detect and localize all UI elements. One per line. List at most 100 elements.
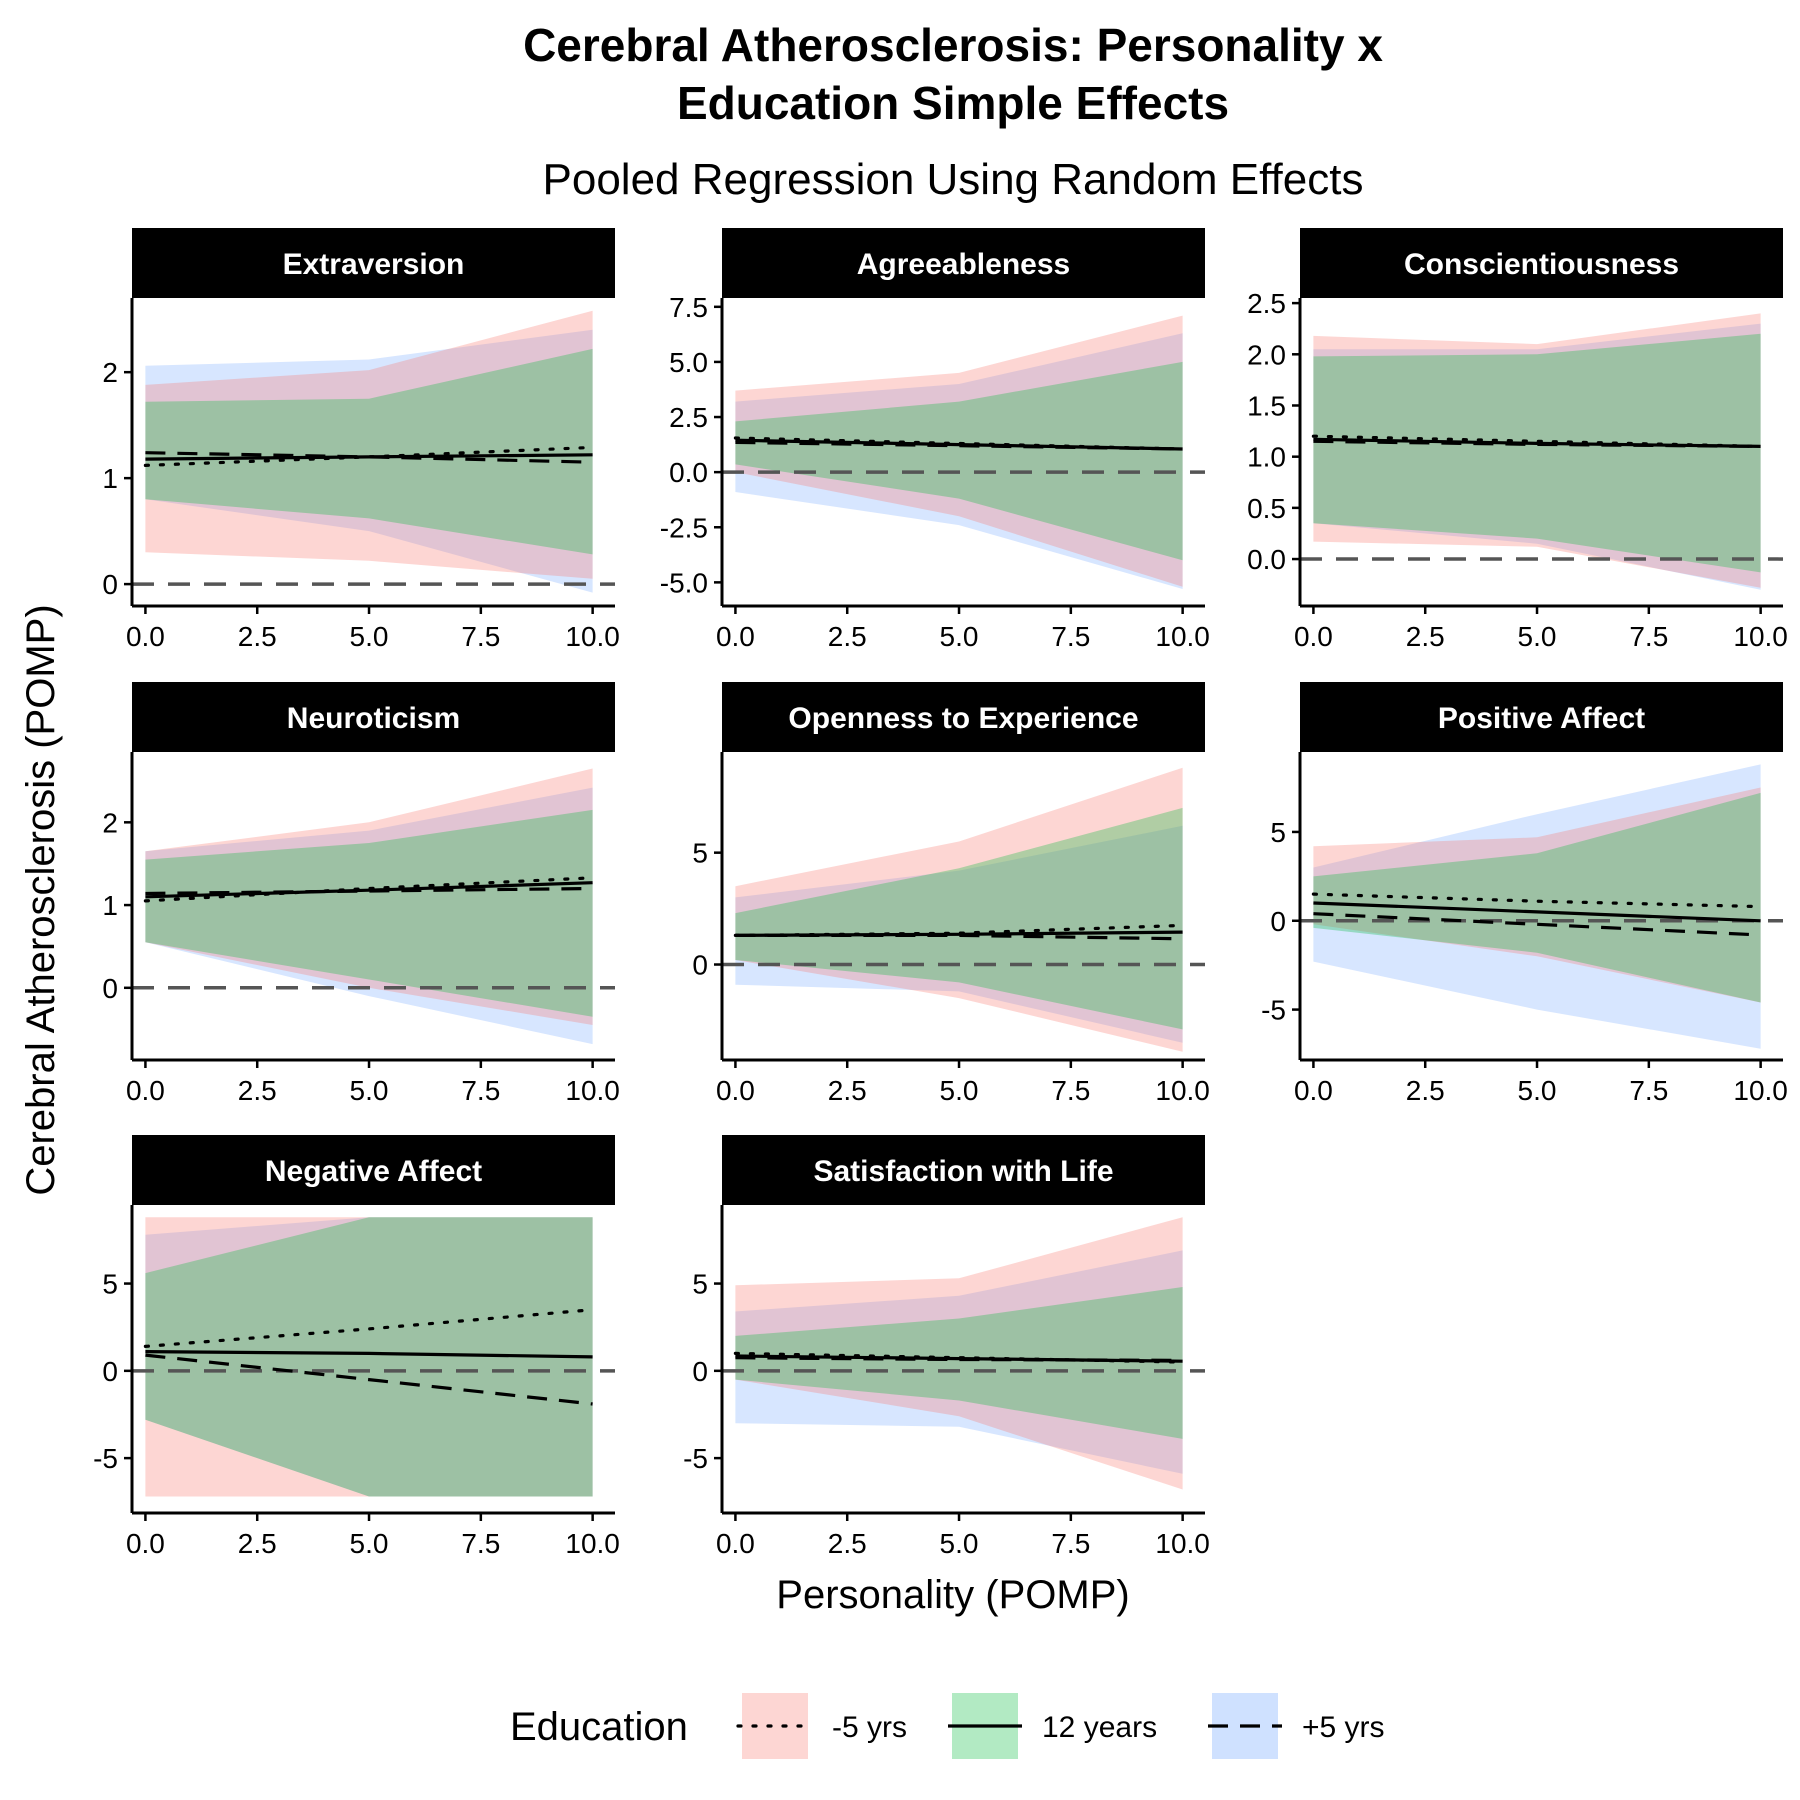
plot-area-neuroticism (132, 768, 615, 1045)
y-tick-label-agreeableness: 0.0 (669, 457, 708, 488)
y-tick-label-positive-affect: 5 (1270, 817, 1286, 848)
strip-label-extraversion: Extraversion (283, 248, 465, 281)
strip-label-neuroticism: Neuroticism (287, 702, 460, 735)
x-tick-label-positive-affect: 10.0 (1733, 1075, 1788, 1106)
strip-label-conscientiousness: Conscientiousness (1404, 248, 1679, 281)
ribbon-neuroticism-5-yrs (145, 768, 593, 1025)
legend: Education -5 yrs 12 years +5 yrs (510, 1693, 1385, 1759)
line-conscientiousness-12-years (1313, 437, 1761, 448)
x-tick-label-agreeableness: 5.0 (940, 621, 979, 652)
y-tick-label-extraversion: 1 (102, 463, 118, 494)
strip-label-positive-affect: Positive Affect (1438, 702, 1645, 735)
y-tick-label-agreeableness: -2.5 (660, 512, 708, 543)
line-agreeableness-12-years (735, 438, 1183, 451)
x-tick-label-agreeableness: 0.0 (716, 621, 755, 652)
x-tick-label-conscientiousness: 10.0 (1733, 621, 1788, 652)
legend-title: Education (510, 1705, 688, 1749)
ribbon-satisfaction-with-life-5-yrs (735, 1250, 1183, 1474)
x-tick-label-neuroticism: 5.0 (350, 1075, 389, 1106)
plot-area-satisfaction-with-life (722, 1217, 1205, 1490)
x-tick-label-positive-affect: 2.5 (1406, 1075, 1445, 1106)
strip-label-agreeableness: Agreeableness (857, 248, 1070, 281)
x-tick-label-neuroticism: 0.0 (126, 1075, 165, 1106)
x-axis-title: Personality (POMP) (776, 1573, 1129, 1617)
y-tick-label-agreeableness: 2.5 (669, 402, 708, 433)
strip-agreeableness (722, 228, 1205, 298)
x-tick-label-openness-to-experience: 0.0 (716, 1075, 755, 1106)
x-tick-label-positive-affect: 7.5 (1629, 1075, 1668, 1106)
ribbon-agreeableness-5-yrs (735, 315, 1183, 587)
y-tick-label-conscientiousness: 1.0 (1247, 442, 1286, 473)
x-tick-label-negative-affect: 7.5 (461, 1528, 500, 1559)
ribbon-agreeableness-12-years (735, 361, 1183, 561)
line-negative-affect-5-yrs (145, 1353, 593, 1406)
y-tick-label-positive-affect: -5 (1261, 995, 1286, 1026)
plot-area-conscientiousness (1300, 313, 1783, 590)
x-tick-label-extraversion: 7.5 (461, 621, 500, 652)
plot-area-negative-affect (132, 1217, 615, 1497)
legend-label-5-yrs: +5 yrs (1302, 1711, 1385, 1744)
legend-label-12-years: 12 years (1042, 1711, 1157, 1744)
chart-subtitle: Pooled Regression Using Random Effects (543, 155, 1364, 204)
y-tick-label-conscientiousness: 2.5 (1247, 288, 1286, 319)
ribbon-neuroticism-12-years (145, 809, 593, 1017)
ribbon-negative-affect-12-years (145, 1217, 593, 1497)
ribbon-positive-affect-12-years (1313, 792, 1761, 1003)
x-tick-label-negative-affect: 0.0 (126, 1528, 165, 1559)
x-tick-label-neuroticism: 10.0 (565, 1075, 620, 1106)
y-tick-label-agreeableness: -5.0 (660, 567, 708, 598)
strip-label-negative-affect: Negative Affect (265, 1155, 482, 1188)
x-tick-label-neuroticism: 2.5 (238, 1075, 277, 1106)
x-tick-label-positive-affect: 0.0 (1294, 1075, 1333, 1106)
ribbon-agreeableness-5-yrs (735, 333, 1183, 589)
y-tick-label-neuroticism: 0 (102, 973, 118, 1004)
strip-conscientiousness (1300, 228, 1783, 298)
plot-area-extraversion (132, 310, 615, 593)
x-tick-label-agreeableness: 7.5 (1051, 621, 1090, 652)
x-tick-label-satisfaction-with-life: 0.0 (716, 1528, 755, 1559)
ribbon-conscientiousness-12-years (1313, 333, 1761, 573)
line-negative-affect-12-years (145, 1350, 593, 1359)
x-tick-label-openness-to-experience: 7.5 (1051, 1075, 1090, 1106)
line-conscientiousness-5-yrs (1313, 439, 1761, 448)
x-tick-label-extraversion: 2.5 (238, 621, 277, 652)
line-conscientiousness-5-yrs (1311, 434, 1763, 448)
x-tick-label-negative-affect: 10.0 (565, 1528, 620, 1559)
panel-agreeableness: Agreeableness -5.0 -2.5 0.0 2.5 5.0 7.5 0.0 2.5 5… (660, 228, 1210, 652)
y-tick-label-extraversion: 0 (102, 569, 118, 600)
strip-neuroticism (132, 682, 615, 752)
y-tick-label-openness-to-experience: 5 (692, 838, 708, 869)
x-tick-label-satisfaction-with-life: 10.0 (1155, 1528, 1210, 1559)
y-tick-label-agreeableness: 5.0 (669, 347, 708, 378)
x-tick-label-conscientiousness: 2.5 (1406, 621, 1445, 652)
strip-satisfaction-with-life (722, 1135, 1205, 1205)
x-tick-label-satisfaction-with-life: 7.5 (1051, 1528, 1090, 1559)
panel-conscientiousness: Conscientiousness 0.0 0.5 1.0 1.5 2.0 2.5 0.0 2.… (1247, 228, 1788, 652)
line-neuroticism-5-yrs (145, 886, 593, 896)
ribbon-conscientiousness-5-yrs (1313, 313, 1761, 588)
strip-negative-affect (132, 1135, 615, 1205)
y-tick-label-conscientiousness: 0.0 (1247, 544, 1286, 575)
legend-label-5-yrs: -5 yrs (832, 1711, 907, 1744)
strip-positive-affect (1300, 682, 1783, 752)
line-neuroticism-5-yrs (143, 876, 595, 903)
ribbon-neuroticism-5-yrs (145, 787, 593, 1045)
x-tick-label-openness-to-experience: 10.0 (1155, 1075, 1210, 1106)
x-tick-label-extraversion: 0.0 (126, 621, 165, 652)
plot-area-openness-to-experience (722, 767, 1205, 1052)
ribbon-positive-affect-5-yrs (1313, 764, 1761, 1049)
ribbon-extraversion-12-years (145, 348, 593, 555)
panel-openness-to-experience: Openness to Experience 0 5 0.0 2.5 5.0 7.5 10.0 (692, 682, 1210, 1106)
line-positive-affect-12-years (1313, 901, 1761, 923)
y-tick-label-conscientiousness: 2.0 (1247, 339, 1286, 370)
ribbon-openness-to-experience-12-years (735, 807, 1183, 1030)
chart-title-line-1: Cerebral Atherosclerosis: Personality x (523, 19, 1383, 71)
y-tick-label-conscientiousness: 1.5 (1247, 390, 1286, 421)
x-tick-label-openness-to-experience: 2.5 (828, 1075, 867, 1106)
y-tick-label-neuroticism: 1 (102, 890, 118, 921)
x-tick-label-conscientiousness: 5.0 (1518, 621, 1557, 652)
y-tick-label-negative-affect: 5 (102, 1269, 118, 1300)
y-tick-label-satisfaction-with-life: -5 (683, 1443, 708, 1474)
x-tick-label-positive-affect: 5.0 (1518, 1075, 1557, 1106)
